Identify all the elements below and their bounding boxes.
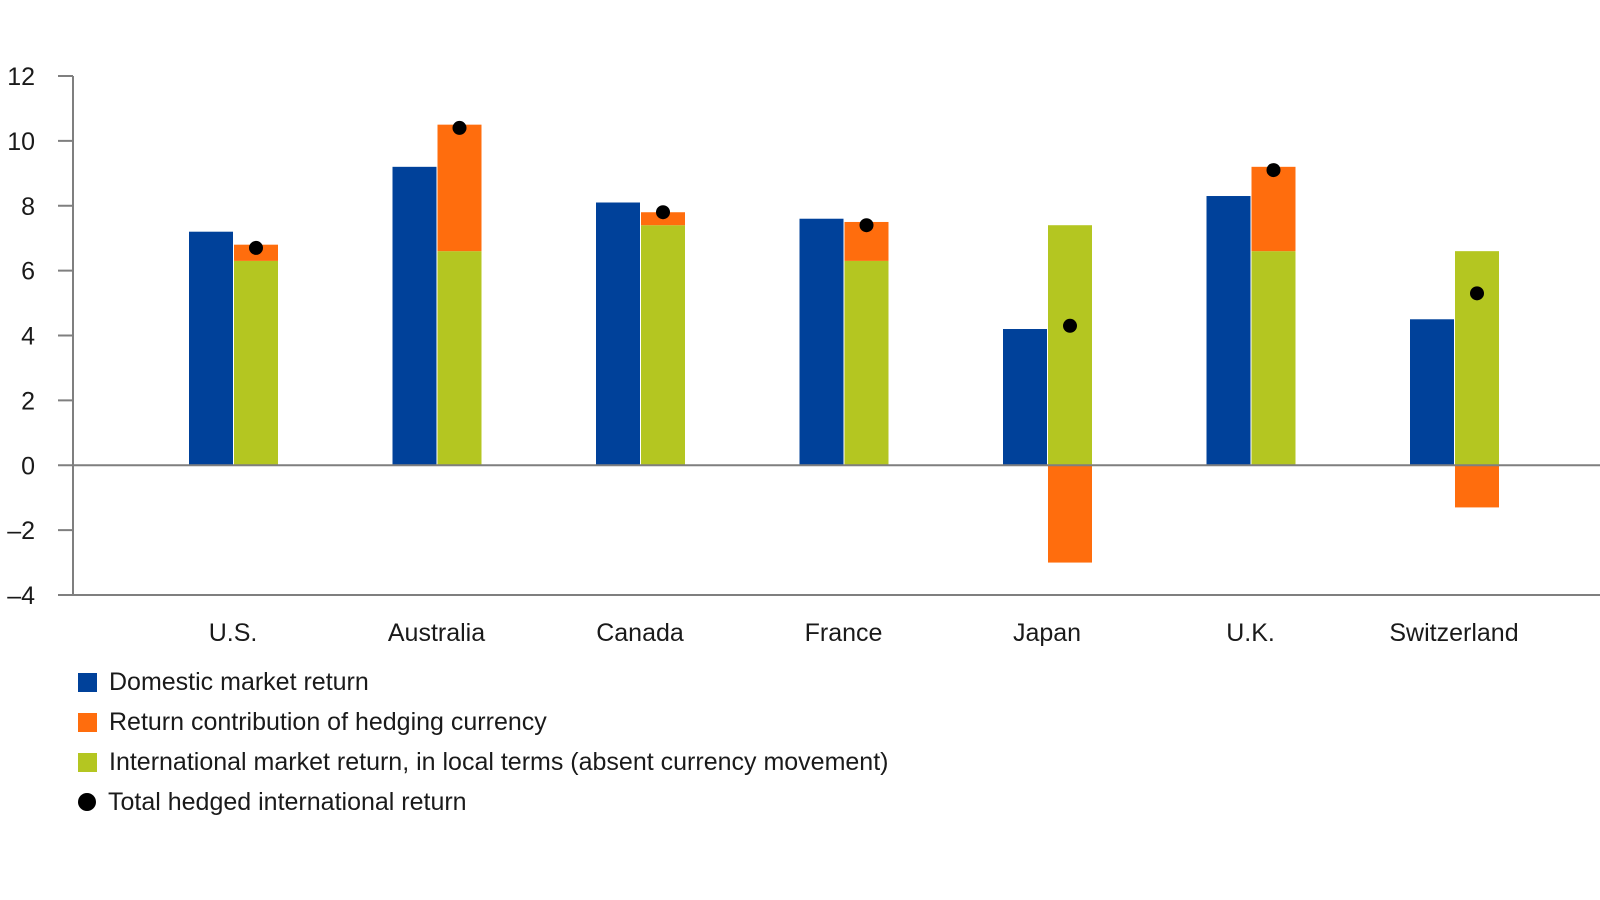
dot-total-5 (1266, 163, 1281, 178)
dot-total-1 (452, 120, 467, 135)
y-tick-label-4: 4 (21, 323, 35, 351)
bar-hedging-1 (437, 124, 482, 252)
y-tick-label-2: 8 (21, 193, 35, 221)
bar-international-6 (1455, 251, 1499, 466)
bar-international-4 (1048, 225, 1092, 466)
bar-domestic-6 (1410, 319, 1454, 466)
y-tick-label-3: 6 (21, 258, 35, 286)
bars-layer (189, 124, 1499, 563)
bar-domestic-2 (596, 202, 640, 466)
category-label-1: Australia (388, 619, 485, 647)
legend-item-total: Total hedged international return (78, 782, 888, 822)
bar-hedging-4 (1048, 465, 1092, 563)
bar-domestic-0 (189, 231, 233, 466)
bar-hedging-5 (1251, 166, 1296, 252)
category-label-4: Japan (1013, 619, 1081, 647)
category-label-6: Switzerland (1389, 619, 1518, 647)
legend: Domestic market return Return contributi… (78, 662, 888, 822)
legend-label-total: Total hedged international return (108, 787, 467, 816)
category-label-3: France (805, 619, 883, 647)
y-tick-label-0: 12 (7, 63, 35, 91)
y-tick-label-8: –4 (7, 582, 35, 610)
category-label-0: U.S. (209, 619, 258, 647)
legend-item-domestic: Domestic market return (78, 662, 888, 702)
bar-domestic-5 (1206, 196, 1251, 466)
legend-swatch-domestic (78, 672, 97, 692)
dot-total-6 (1470, 286, 1484, 301)
axes-layer (58, 75, 1600, 596)
bar-international-1 (437, 251, 482, 466)
bar-international-2 (641, 225, 685, 466)
legend-label-international: International market return, in local te… (109, 747, 889, 776)
dot-total-2 (656, 205, 670, 220)
bar-international-0 (234, 260, 278, 466)
legend-marker-total (78, 793, 96, 811)
legend-swatch-international (78, 752, 97, 772)
legend-item-hedging: Return contribution of hedging currency (78, 702, 888, 742)
labels-layer: U.S. Australia Canada France Japan U.K. Switze… (7, 63, 1518, 647)
dots-layer (249, 120, 1484, 333)
bar-domestic-1 (392, 166, 437, 466)
dot-total-0 (249, 240, 263, 255)
category-label-5: U.K. (1226, 619, 1275, 647)
legend-label-hedging: Return contribution of hedging currency (109, 707, 547, 736)
bar-international-3 (844, 260, 889, 466)
category-label-2: Canada (596, 619, 684, 647)
y-tick-label-5: 2 (21, 387, 35, 415)
dot-total-3 (859, 218, 874, 233)
y-tick-label-7: –2 (7, 517, 35, 545)
bar-chart: U.S. Australia Canada France Japan U.K. Switze… (7, 63, 1600, 647)
y-tick-label-6: 0 (21, 452, 35, 480)
bar-domestic-4 (1003, 329, 1047, 466)
bar-international-5 (1251, 251, 1296, 466)
bar-domestic-3 (799, 218, 844, 466)
legend-item-international: International market return, in local te… (78, 742, 888, 782)
legend-swatch-hedging (78, 712, 97, 732)
y-tick-label-1: 10 (7, 128, 35, 156)
dot-total-4 (1063, 318, 1077, 333)
bar-hedging-6 (1455, 465, 1499, 508)
legend-label-domestic: Domestic market return (109, 667, 369, 696)
